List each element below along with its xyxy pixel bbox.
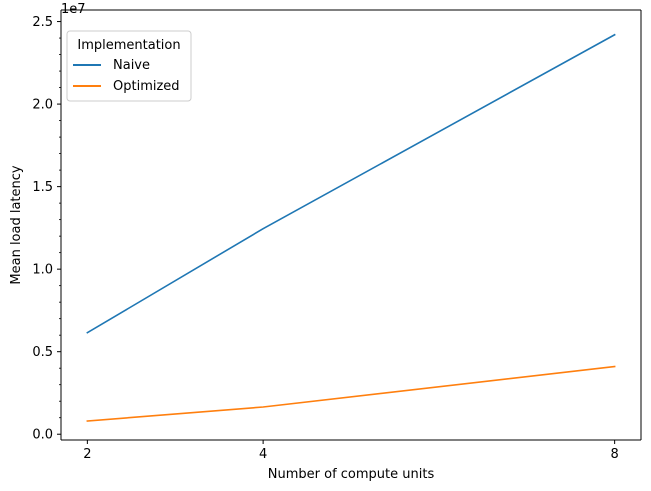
x-tick-label: 2 bbox=[83, 447, 91, 462]
y-axis-label: Mean load latency bbox=[9, 165, 24, 285]
x-axis-label: Number of compute units bbox=[268, 467, 435, 482]
y-axis-ticks: 0.0 0.5 1.0 1.5 2.0 2.5 bbox=[32, 15, 61, 443]
x-tick-label: 8 bbox=[610, 447, 618, 462]
y-tick-label: 2.5 bbox=[32, 15, 53, 30]
legend-title: Implementation bbox=[77, 38, 180, 53]
x-axis-ticks: 2 4 8 bbox=[83, 440, 619, 462]
y-tick-label: 0.0 bbox=[32, 428, 53, 443]
x-tick-label: 4 bbox=[259, 447, 267, 462]
legend-label-naive: Naive bbox=[113, 58, 150, 73]
series-line-naive bbox=[86, 33, 616, 334]
y-tick-label: 2.0 bbox=[32, 98, 53, 113]
y-offset-label: 1e7 bbox=[61, 2, 86, 17]
legend-box bbox=[66, 30, 192, 102]
legend-label-optimized: Optimized bbox=[113, 79, 180, 94]
y-tick-label: 0.5 bbox=[32, 345, 53, 360]
y-tick-label: 1.5 bbox=[32, 180, 53, 195]
series-line-optimized bbox=[86, 365, 616, 422]
legend: Implementation Naive Optimized bbox=[66, 30, 192, 102]
y-tick-label: 1.0 bbox=[32, 263, 53, 278]
series-layer bbox=[86, 33, 616, 422]
